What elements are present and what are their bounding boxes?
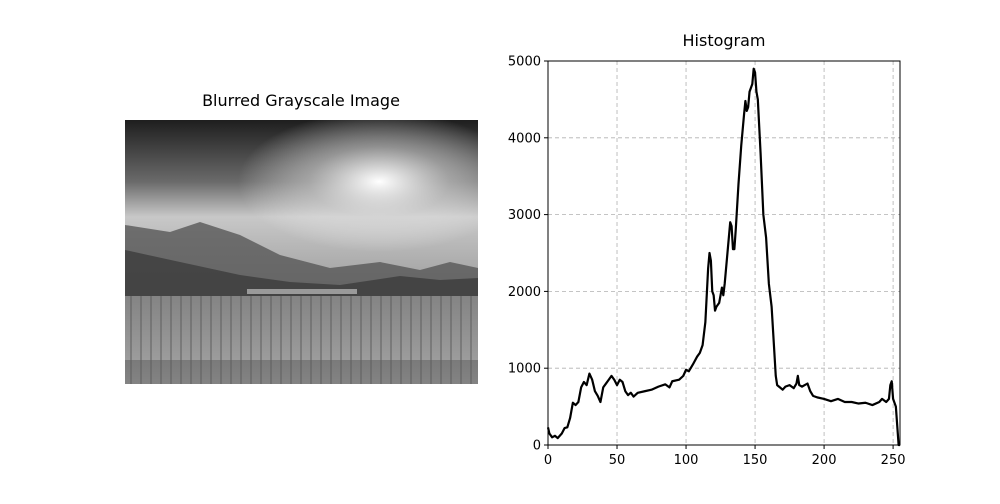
y-tick-label: 4000 xyxy=(508,131,541,146)
x-tick-label: 0 xyxy=(544,453,552,468)
x-tick-label: 200 xyxy=(812,453,837,468)
image-title: Blurred Grayscale Image xyxy=(202,91,400,110)
y-tick-label: 2000 xyxy=(508,285,541,300)
x-tick-label: 150 xyxy=(743,453,768,468)
image xyxy=(125,120,478,384)
y-tick-label: 0 xyxy=(533,439,541,454)
y-tick-label: 5000 xyxy=(508,55,541,70)
x-tick-label: 50 xyxy=(609,453,626,468)
y-tick-label: 3000 xyxy=(508,208,541,223)
x-tick-label: 100 xyxy=(674,453,699,468)
y-tick-label: 1000 xyxy=(508,362,541,377)
axes-frame xyxy=(547,60,901,446)
histogram-axes: Histogram xyxy=(683,31,766,50)
x-tick-label: 250 xyxy=(881,453,906,468)
histogram-line xyxy=(546,67,900,447)
chart-title: Histogram xyxy=(683,31,766,50)
